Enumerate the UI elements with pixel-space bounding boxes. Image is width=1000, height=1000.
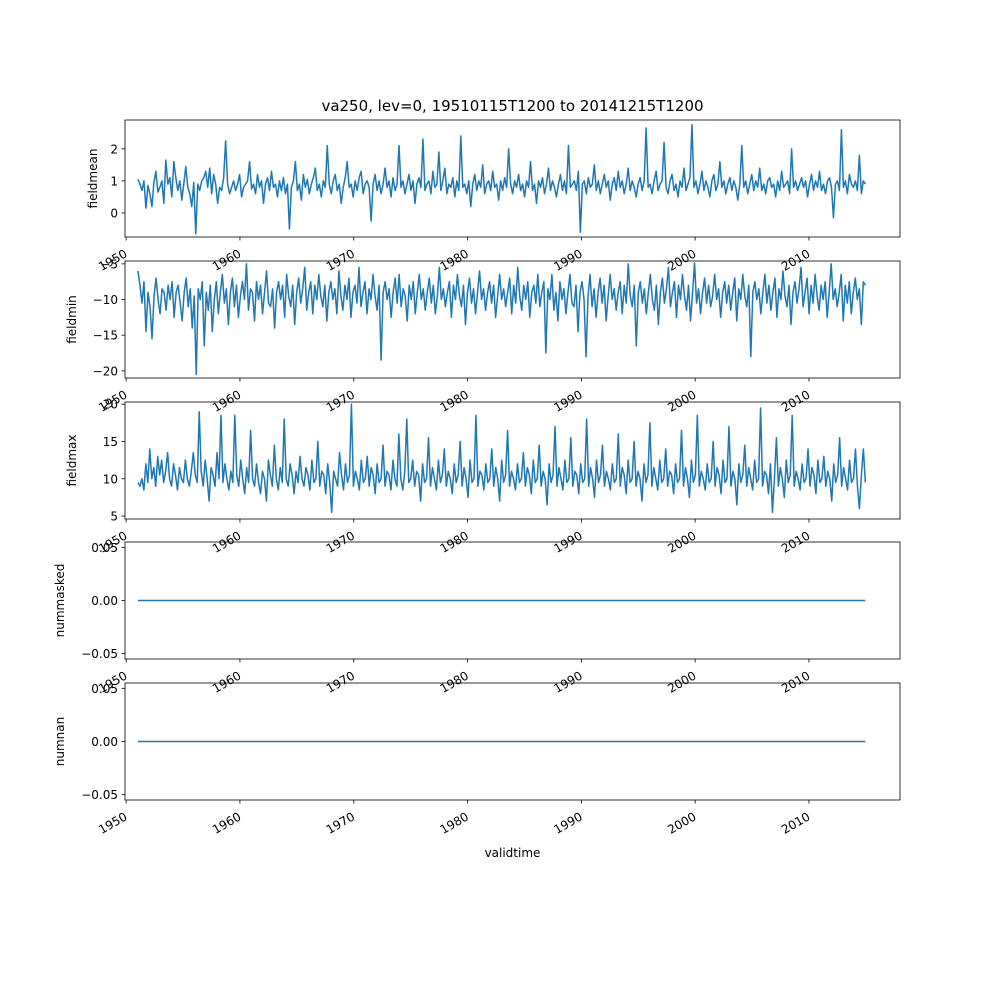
x-tick-label: 2000 xyxy=(665,809,698,836)
axes-frame xyxy=(124,119,901,238)
y-tick-label: −20 xyxy=(93,364,118,378)
y-axis-label: fieldmean xyxy=(86,149,100,209)
y-tick-label: −10 xyxy=(93,293,118,307)
figure-title: va250, lev=0, 19510115T1200 to 20141215T… xyxy=(321,97,703,115)
series-line xyxy=(137,403,867,514)
series-line xyxy=(137,262,867,376)
y-axis-label: nummasked xyxy=(53,564,67,638)
x-tick-label: 1980 xyxy=(438,809,471,836)
y-tick-label: 0.00 xyxy=(91,594,118,608)
y-axis-label: numnan xyxy=(53,717,67,766)
y-tick-label: −15 xyxy=(93,329,118,343)
x-tick-label: 2010 xyxy=(779,246,812,273)
y-tick-label: 10 xyxy=(103,472,118,486)
x-tick-label: 1970 xyxy=(324,668,357,695)
x-tick-label: 2010 xyxy=(779,387,812,414)
x-tick-label: 1960 xyxy=(210,668,243,695)
y-tick-label: 1 xyxy=(110,174,118,188)
x-tick-label: 2010 xyxy=(779,668,812,695)
y-tick-label: 2 xyxy=(110,142,118,156)
y-tick-label: 0 xyxy=(110,206,118,220)
y-tick-label: −0.05 xyxy=(81,647,118,661)
x-tick-label: 1980 xyxy=(438,668,471,695)
x-tick-label: 1960 xyxy=(210,246,243,273)
x-tick-label: 1980 xyxy=(438,246,471,273)
y-tick-label: 0.05 xyxy=(91,541,118,555)
x-tick-label: 1990 xyxy=(551,246,584,273)
y-axis-label: fieldmin xyxy=(65,295,79,344)
y-tick-label: −5 xyxy=(100,257,118,271)
axes-frame xyxy=(124,401,901,520)
x-tick-label: 1960 xyxy=(210,809,243,836)
x-tick-label: 1980 xyxy=(438,387,471,414)
panel-numnan: −0.05 0.00 0.05 1950 1960 1970 1980 1990 2000 201… xyxy=(53,682,901,837)
series-line xyxy=(137,124,866,235)
x-tick-label: 1990 xyxy=(551,387,584,414)
y-tick-label: −0.05 xyxy=(81,788,118,802)
axes-frame xyxy=(124,260,901,379)
y-tick-label: 20 xyxy=(103,398,118,412)
y-tick-label: 0.00 xyxy=(91,735,118,749)
x-tick-label: 1970 xyxy=(324,809,357,836)
x-axis-label: validtime xyxy=(485,846,541,860)
x-tick-label: 1960 xyxy=(210,387,243,414)
x-tick-label: 1990 xyxy=(551,809,584,836)
x-tick-label: 2000 xyxy=(665,668,698,695)
x-tick-label: 2000 xyxy=(665,387,698,414)
y-tick-label: 5 xyxy=(110,510,118,524)
y-axis-label: fieldmax xyxy=(65,434,79,486)
x-tick-label: 1950 xyxy=(96,809,129,836)
y-tick-label: 0.05 xyxy=(91,682,118,696)
x-tick-label: 1990 xyxy=(551,668,584,695)
x-tick-label: 2010 xyxy=(779,809,812,836)
y-tick-label: 15 xyxy=(103,435,118,449)
x-tick-label: 1970 xyxy=(324,246,357,273)
